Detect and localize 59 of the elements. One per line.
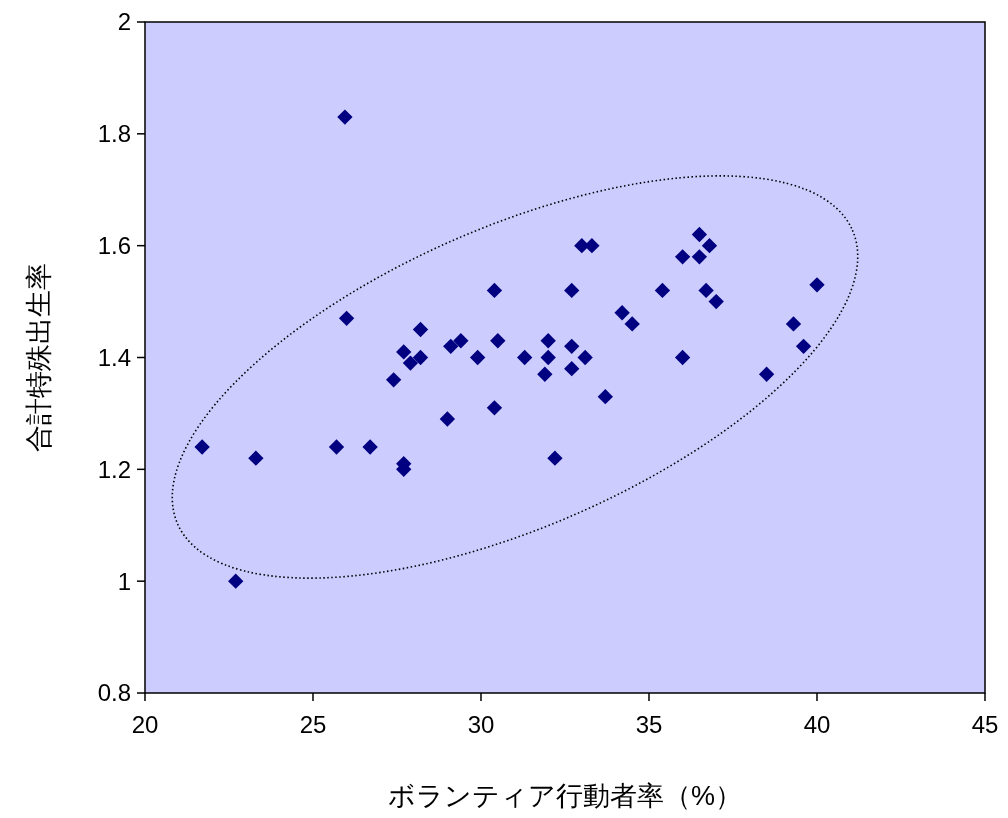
point bbox=[486, 282, 503, 299]
point bbox=[402, 355, 419, 371]
point bbox=[194, 439, 210, 455]
point bbox=[396, 344, 412, 360]
point bbox=[564, 338, 580, 354]
point bbox=[385, 372, 402, 388]
point bbox=[337, 109, 353, 125]
point bbox=[540, 333, 556, 349]
point bbox=[577, 349, 593, 366]
point bbox=[674, 249, 691, 265]
point bbox=[328, 439, 345, 455]
point bbox=[469, 349, 486, 366]
point bbox=[453, 333, 469, 349]
point bbox=[443, 338, 459, 354]
x-tick-label: 25 bbox=[299, 711, 327, 738]
point bbox=[338, 310, 355, 327]
y-tick-label: 0.8 bbox=[97, 679, 131, 707]
point bbox=[708, 293, 724, 310]
point bbox=[674, 349, 691, 366]
x-tick-label: 45 bbox=[971, 711, 999, 738]
x-axis-title: ボランティア行動者率（%） bbox=[387, 781, 743, 811]
y-tick-label: 1.2 bbox=[97, 455, 131, 483]
x-tick-label: 40 bbox=[803, 711, 831, 738]
y-tick-label: 1 bbox=[117, 567, 131, 595]
y-tick-label: 1.8 bbox=[97, 120, 131, 148]
x-tick-label: 35 bbox=[635, 711, 663, 738]
point bbox=[809, 277, 825, 293]
point bbox=[701, 238, 718, 254]
point bbox=[439, 411, 456, 427]
point bbox=[537, 366, 553, 382]
point bbox=[614, 305, 630, 321]
point bbox=[597, 388, 613, 405]
point bbox=[362, 439, 378, 455]
y-tick-label: 1.6 bbox=[97, 232, 131, 260]
point bbox=[540, 349, 556, 366]
point bbox=[248, 450, 264, 466]
point bbox=[564, 361, 580, 377]
point bbox=[785, 316, 802, 332]
point bbox=[412, 349, 429, 366]
point bbox=[490, 333, 506, 349]
y-tick-label: 1.4 bbox=[97, 343, 131, 371]
point bbox=[564, 282, 580, 299]
point bbox=[517, 349, 533, 366]
x-tick-label: 30 bbox=[467, 711, 495, 738]
point bbox=[228, 573, 244, 589]
point bbox=[698, 282, 714, 299]
x-tick-label: 20 bbox=[131, 711, 159, 738]
point bbox=[691, 226, 708, 243]
point bbox=[624, 316, 640, 332]
point bbox=[691, 249, 708, 265]
point bbox=[654, 282, 671, 299]
y-axis-title: 合計特殊出生率 bbox=[24, 263, 54, 452]
point bbox=[547, 450, 563, 466]
point bbox=[584, 238, 600, 254]
point bbox=[486, 400, 503, 416]
point bbox=[795, 338, 812, 354]
point bbox=[758, 366, 775, 382]
point bbox=[412, 321, 429, 338]
y-tick-label: 2 bbox=[117, 8, 131, 36]
